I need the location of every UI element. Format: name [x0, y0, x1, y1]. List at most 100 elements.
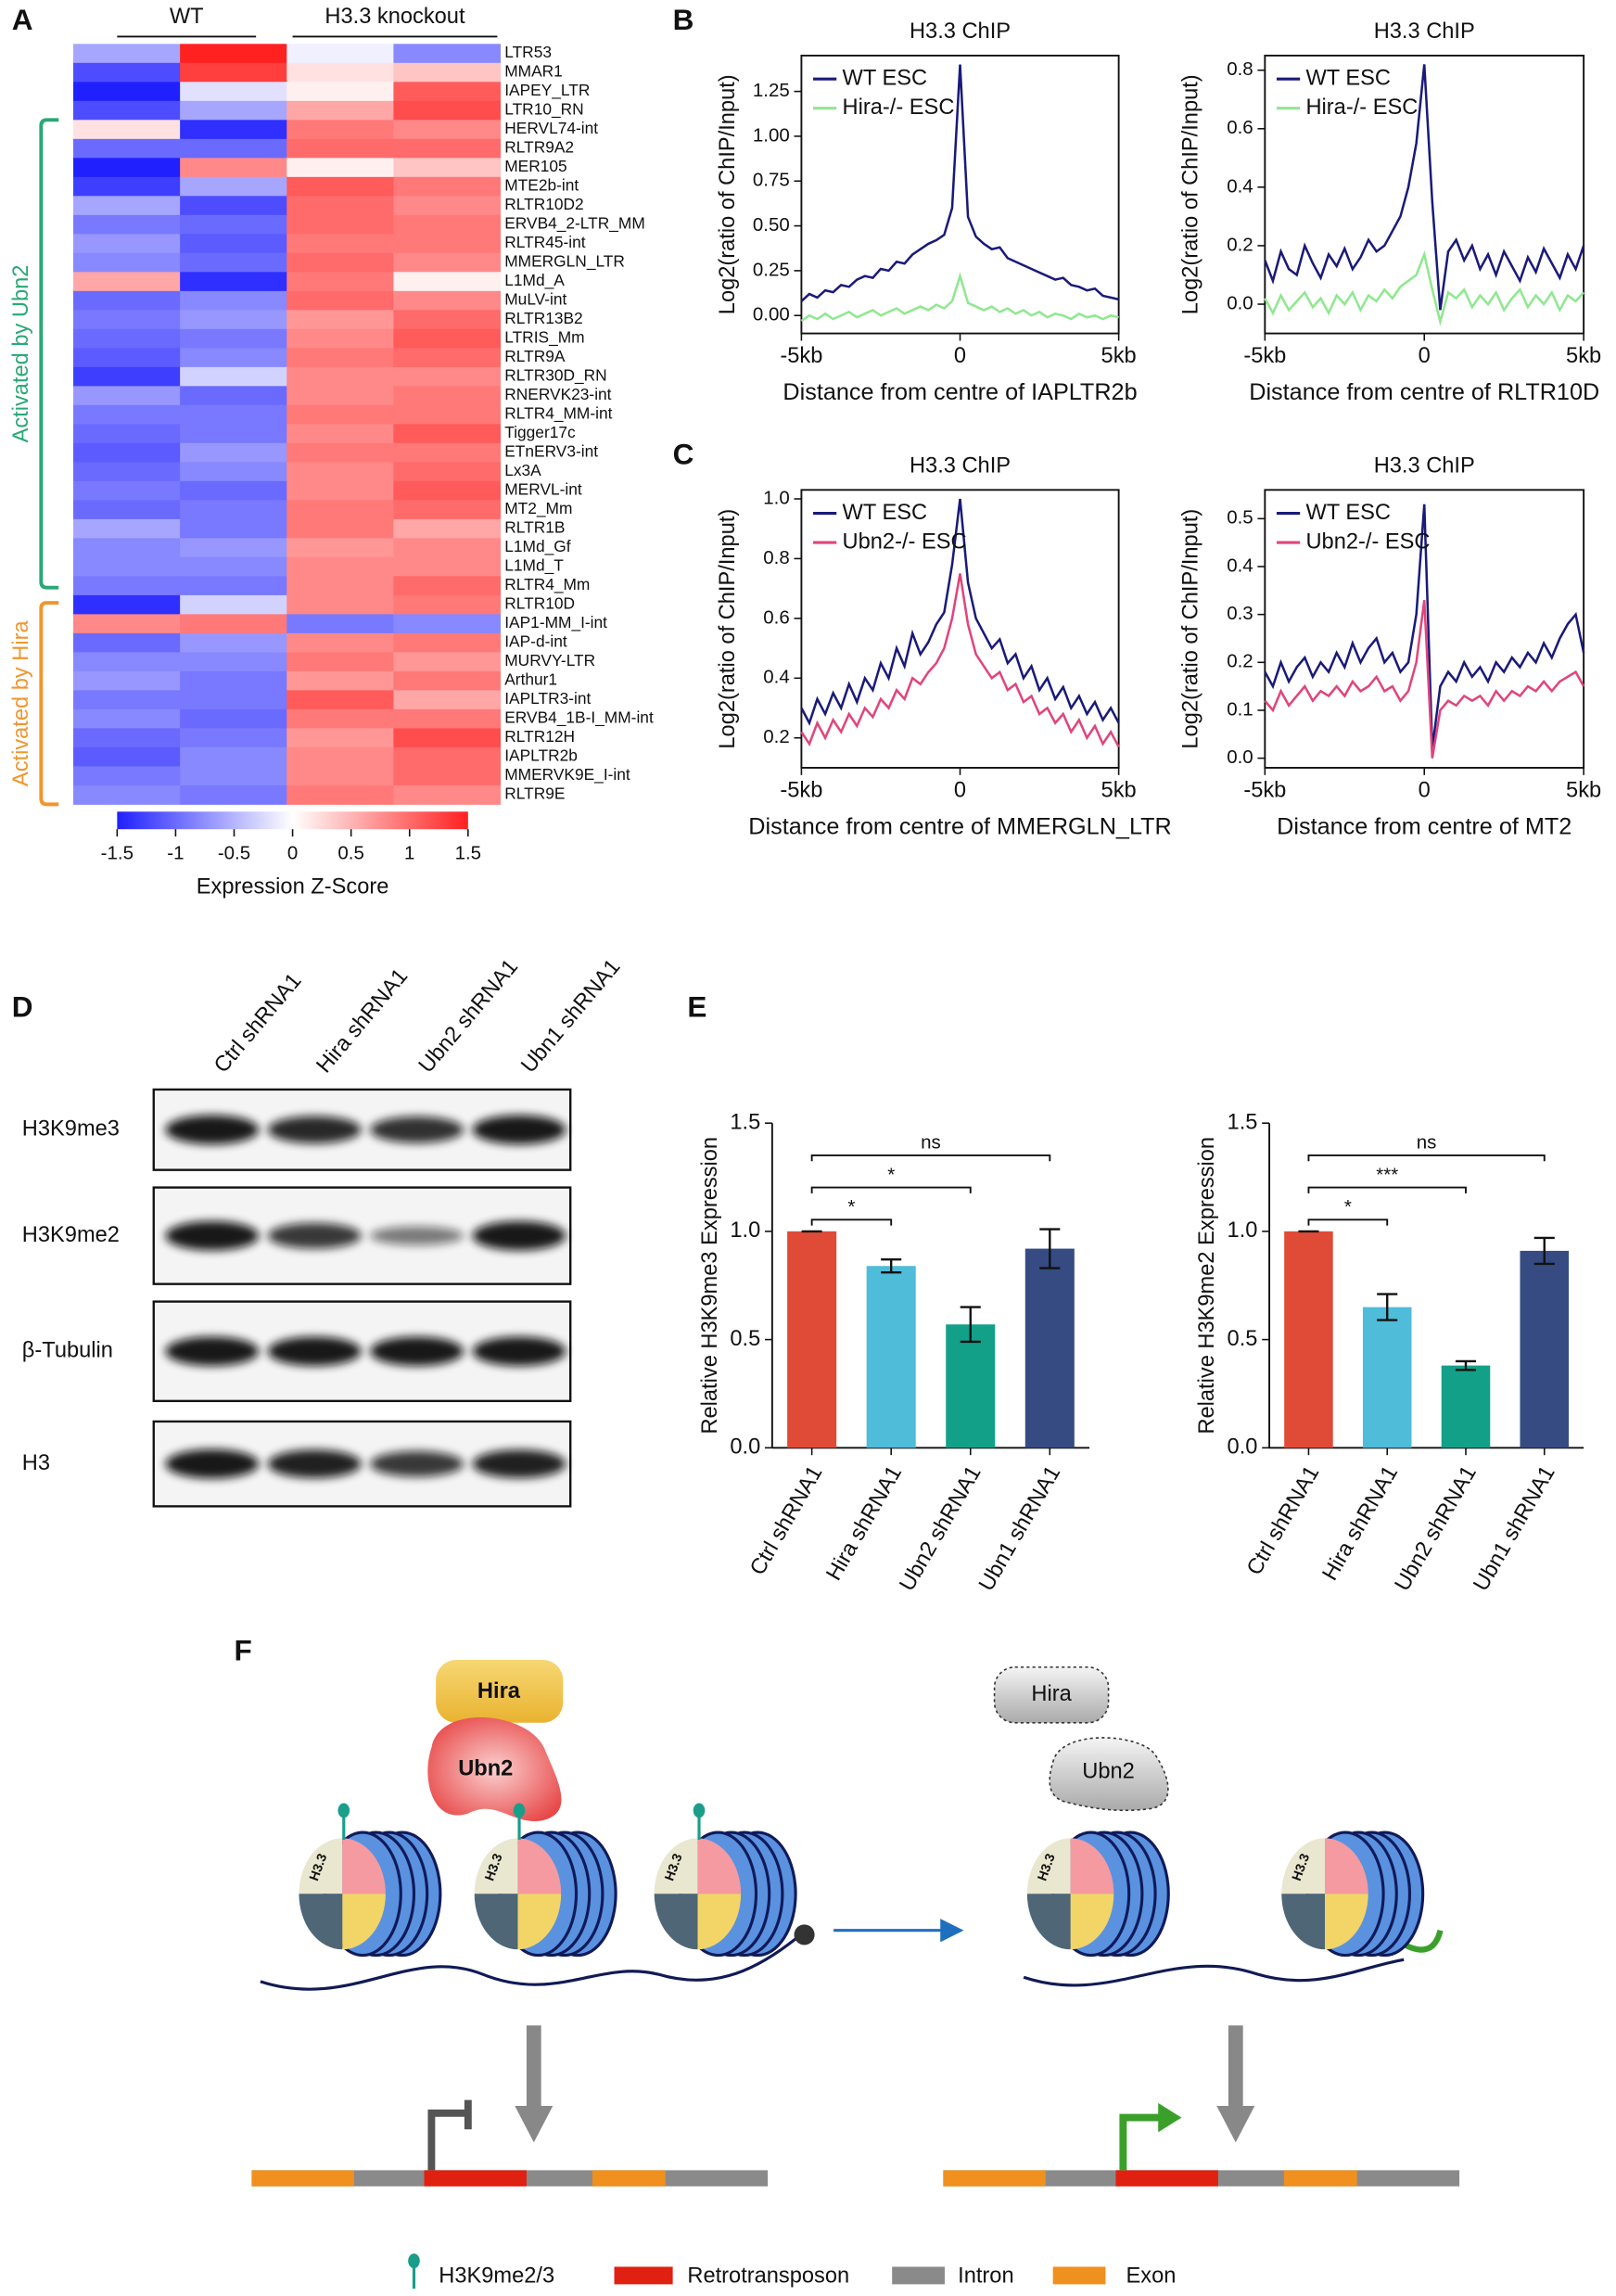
heatmap-cell	[393, 708, 501, 729]
panel-label: C	[673, 437, 694, 470]
plot-frame	[800, 54, 1120, 335]
x-tick-label: -5kb	[780, 344, 822, 368]
down-arrow	[515, 2025, 554, 2143]
x-axis-label: Distance from centre of MT2	[1277, 813, 1571, 839]
heatmap-cell	[73, 82, 181, 102]
heatmap-cell	[180, 158, 287, 178]
bar	[787, 1231, 837, 1448]
row-label: MTE2b-int	[504, 176, 579, 195]
blot-band	[165, 1115, 260, 1145]
histone-quadrant	[1281, 1838, 1325, 1894]
series-line	[800, 272, 1119, 323]
histone-quadrant	[1026, 1838, 1071, 1894]
legend-label: WT ESC	[843, 501, 928, 525]
heatmap-cell	[73, 766, 181, 786]
histone-face	[1281, 1838, 1368, 1950]
heatmap-cell	[180, 234, 287, 254]
heatmap-cell	[393, 462, 501, 482]
row-label: MMAR1	[504, 62, 563, 81]
lane-label: Ubn2 shRNA1	[414, 955, 523, 1078]
heatmap-cell	[180, 614, 287, 634]
row-label: IAPLTR3-int	[504, 689, 591, 708]
column-group-label: H3.3 knockout	[324, 5, 465, 29]
down-arrow	[1216, 2025, 1255, 2143]
heatmap-cell	[180, 404, 287, 425]
heatmap-cell	[73, 556, 181, 577]
y-tick-label: 0.5	[1228, 1327, 1258, 1351]
heatmap-cell	[393, 652, 501, 672]
row-label: RLTR13B2	[504, 309, 582, 327]
heatmap-cell	[73, 234, 181, 254]
heatmap-cell	[180, 366, 287, 387]
heatmap-cell	[286, 576, 394, 596]
heatmap-cell	[393, 728, 501, 748]
panel-label: A	[12, 3, 33, 36]
histone-face	[474, 1838, 562, 1950]
heatmap-cell	[393, 366, 501, 387]
y-tick-label: 0.0	[1227, 292, 1253, 313]
dna	[1023, 1958, 1405, 1987]
nucleosome: H3.3	[1281, 1830, 1425, 1958]
heatmap-cell	[286, 784, 394, 805]
heatmap-cell	[180, 594, 287, 615]
row-label: Arthur1	[504, 670, 557, 689]
group-bracket	[39, 118, 59, 590]
y-tick-label: 0.0	[730, 1435, 760, 1460]
heatmap-cell	[286, 614, 394, 634]
heatmap-cell	[393, 310, 501, 330]
legend-label: Hira-/- ESC	[1305, 96, 1418, 120]
heatmap-cell	[393, 746, 501, 767]
retrotransposon	[1115, 2170, 1218, 2187]
heatmap-cell	[393, 594, 501, 615]
heatmap-cell	[286, 594, 394, 615]
blot-band	[267, 1449, 362, 1478]
heatmap-cell	[73, 196, 181, 216]
series-line	[800, 573, 1120, 748]
y-tick-label: 0.2	[1227, 234, 1253, 255]
heatmap-cell	[286, 462, 394, 482]
panel-label: F	[235, 1633, 252, 1666]
series-line	[1264, 64, 1585, 311]
protein-label: Hira	[1031, 1682, 1072, 1706]
heatmap-cell	[73, 252, 181, 273]
heatmap-cell	[393, 480, 501, 501]
heatmap-cell	[393, 614, 501, 634]
legend-label: Intron	[958, 2264, 1013, 2289]
heatmap-cell	[393, 442, 501, 463]
legend-swatch	[614, 2266, 673, 2285]
heatmap-cell	[393, 576, 501, 596]
heatmap-cell	[73, 120, 181, 140]
y-tick-label: 1.0	[1228, 1218, 1258, 1243]
y-tick-label: 1.0	[763, 487, 790, 508]
heatmap-cell	[286, 766, 394, 786]
series-line	[1264, 250, 1585, 326]
heatmap-cell	[180, 120, 287, 140]
significance-bracket	[810, 1154, 1051, 1162]
significance-label: *	[887, 1164, 895, 1185]
heatmap-cell	[73, 708, 181, 729]
x-axis-label: Distance from centre of RLTR10D	[1249, 379, 1599, 405]
heatmap-cell	[73, 138, 181, 159]
heatmap-cell	[180, 100, 287, 121]
series-line	[1264, 599, 1585, 759]
colorbar-tick-label: -1	[167, 842, 184, 863]
legend-label: Exon	[1126, 2264, 1177, 2289]
colorbar	[117, 811, 468, 830]
histone-quadrant	[299, 1894, 343, 1950]
heatmap-cell	[180, 176, 287, 197]
bar	[866, 1266, 916, 1448]
error-bar	[1039, 1228, 1061, 1269]
y-tick-label: 0.8	[763, 547, 790, 568]
histone-quadrant	[1070, 1838, 1114, 1894]
heatmap-cell	[180, 82, 287, 102]
x-tick-label: Ubn1 shRNA1	[974, 1462, 1065, 1596]
nucleosome: H3.3	[654, 1803, 797, 1958]
colorbar-tick-label: -0.5	[218, 842, 250, 863]
heatmap-cell	[286, 404, 394, 425]
heatmap-cell	[180, 746, 287, 767]
heatmap-cell	[286, 366, 394, 387]
heatmap-cell	[393, 348, 501, 368]
heatmap-cell	[180, 538, 287, 558]
y-tick-label: 0.8	[1227, 58, 1253, 80]
